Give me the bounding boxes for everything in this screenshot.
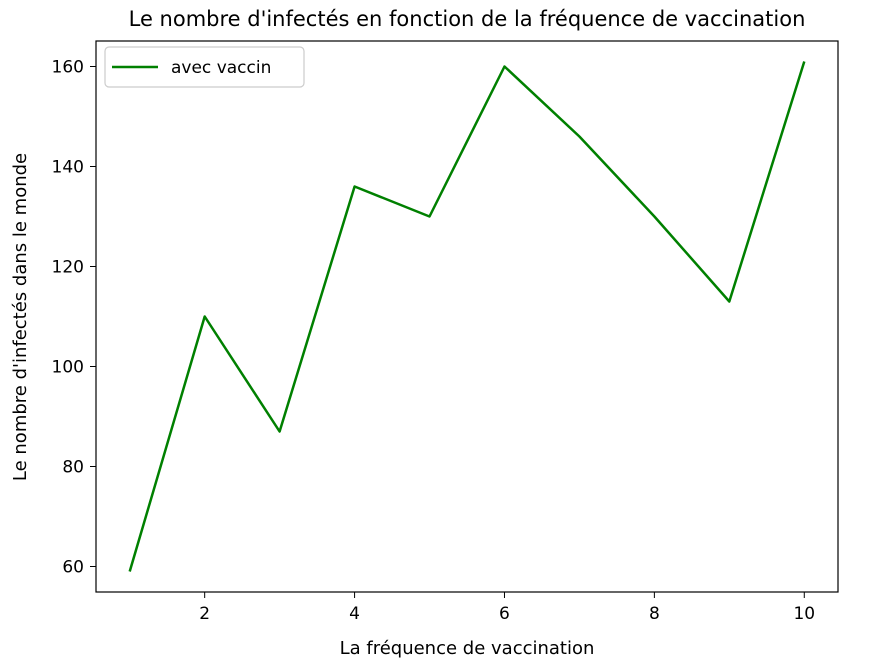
series-line bbox=[128, 61, 806, 572]
legend: avec vaccin bbox=[104, 46, 305, 88]
legend-label: avec vaccin bbox=[171, 58, 271, 78]
x-tick-label: 6 bbox=[499, 604, 510, 624]
series-layer bbox=[128, 61, 806, 572]
x-axis: 2 4 6 8 10 bbox=[199, 592, 815, 624]
x-tick-label: 10 bbox=[793, 604, 815, 624]
y-tick-label: 160 bbox=[52, 58, 84, 78]
y-axis: 60 80 100 120 140 160 bbox=[52, 58, 96, 578]
legend-box bbox=[104, 46, 305, 88]
y-tick-label: 140 bbox=[52, 158, 84, 178]
y-tick-label: 100 bbox=[52, 358, 84, 378]
x-tick-label: 2 bbox=[199, 604, 210, 624]
y-tick-label: 120 bbox=[52, 258, 84, 278]
x-axis-label: La fréquence de vaccination bbox=[340, 638, 595, 659]
y-tick-label: 60 bbox=[62, 558, 84, 578]
plot-area bbox=[95, 40, 839, 593]
x-tick-label: 8 bbox=[649, 604, 660, 624]
y-axis-label: Le nombre d'infectés dans le monde bbox=[10, 153, 31, 481]
x-tick-label: 4 bbox=[349, 604, 360, 624]
chart-title: Le nombre d'infectés en fonction de la f… bbox=[129, 7, 806, 31]
y-tick-label: 80 bbox=[62, 458, 84, 478]
